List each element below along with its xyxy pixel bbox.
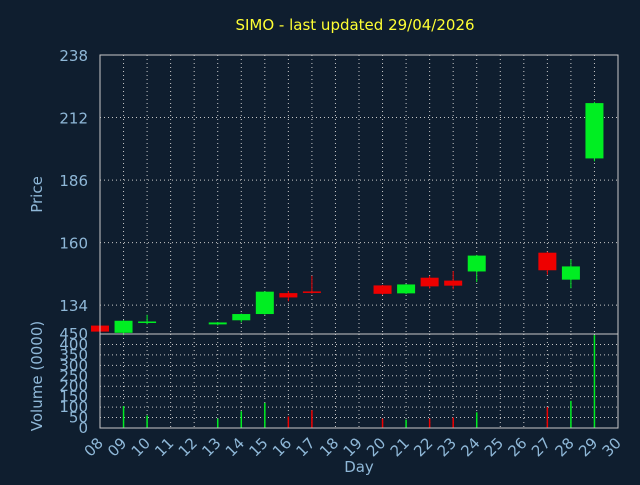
price-axis-label: Price: [28, 176, 46, 213]
day-tick-label: 23: [434, 434, 460, 460]
candle-body: [279, 293, 298, 298]
price-grid: [99, 54, 619, 334]
candle-body: [208, 322, 227, 325]
volume-tick-label: 0: [78, 419, 88, 437]
volume-bar: [452, 417, 454, 428]
day-tick-label: 26: [504, 434, 530, 460]
day-tick-label: 17: [293, 434, 319, 460]
volume-tick-label: 400: [59, 335, 88, 353]
candle: [467, 254, 486, 283]
candle-body: [397, 284, 416, 294]
day-tick-label: 11: [151, 434, 177, 460]
volume-grid: [99, 333, 619, 429]
day-tick-label: 27: [528, 434, 554, 460]
day-tick-label: 29: [575, 434, 601, 460]
day-tick-label: 25: [481, 434, 507, 460]
candlestick-series: [91, 101, 604, 336]
volume-bar: [146, 415, 148, 428]
price-tick-label: 238: [59, 47, 88, 65]
volume-bar: [570, 400, 572, 428]
day-tick-label: 13: [198, 434, 224, 460]
volume-bar: [240, 411, 243, 428]
day-tick-label: 16: [269, 434, 295, 460]
volume-tick-label: 100: [59, 398, 88, 416]
candle: [420, 275, 439, 289]
day-tick-label: 24: [457, 434, 483, 460]
volume-bar: [475, 412, 478, 428]
day-tick-label: 14: [222, 434, 248, 460]
volume-tick-label: 250: [59, 367, 88, 385]
candle-body: [420, 277, 439, 287]
candle-body: [538, 252, 557, 271]
price-tick-label: 212: [59, 110, 88, 128]
candle: [255, 291, 274, 315]
candle-body: [373, 285, 392, 294]
volume-tick-label: 150: [59, 388, 88, 406]
volume-bar: [287, 416, 290, 428]
price-tick-labels: 134 160 186 212 238: [59, 47, 88, 315]
candle-body: [467, 255, 486, 272]
day-tick-label: 18: [316, 434, 342, 460]
volume-bar: [546, 407, 549, 428]
volume-bar: [428, 418, 431, 428]
day-tick-label: 19: [340, 434, 366, 460]
price-tick-label: 160: [59, 235, 88, 253]
candle-body: [255, 291, 274, 315]
day-tick-label: 08: [81, 434, 107, 460]
volume-series: [122, 335, 596, 428]
candle: [232, 313, 251, 323]
day-tick-label: 22: [410, 434, 436, 460]
candle: [302, 275, 321, 294]
day-tick-label: 28: [552, 434, 578, 460]
day-tick-label: 09: [104, 434, 130, 460]
volume-bar: [122, 406, 125, 428]
day-tick-labels: 0809101112131415161718192021222324252627…: [81, 434, 625, 460]
volume-bar: [216, 418, 219, 428]
volume-bar: [405, 419, 407, 428]
price-panel-frame: [99, 54, 619, 335]
candle: [208, 321, 227, 326]
volume-bar: [381, 418, 384, 428]
candle-body: [561, 266, 580, 280]
volume-bar: [593, 335, 596, 428]
candle: [561, 259, 580, 289]
candle-body: [138, 321, 157, 323]
candle: [444, 270, 463, 290]
candle: [397, 283, 416, 295]
candle-body: [232, 314, 251, 321]
candle: [538, 251, 557, 275]
volume-bar: [311, 410, 313, 428]
candle-body: [585, 103, 604, 159]
day-tick-label: 15: [245, 434, 271, 460]
candle: [114, 320, 133, 336]
day-tick-label: 20: [363, 434, 389, 460]
volume-tick-label: 350: [59, 346, 88, 364]
candle: [138, 314, 157, 325]
day-tick-label: 21: [387, 434, 413, 460]
candle-body: [114, 320, 133, 333]
price-tick-label: 186: [59, 172, 88, 190]
volume-tick-label: 450: [59, 325, 88, 343]
chart-title: SIMO - last updated 29/04/2026: [235, 16, 474, 34]
day-tick-label: 10: [128, 434, 154, 460]
candle-body: [444, 280, 463, 286]
volume-axis-label: Volume (0000): [28, 321, 46, 431]
candle: [279, 291, 298, 302]
volume-tick-label: 50: [69, 409, 88, 427]
volume-bar: [264, 402, 266, 428]
volume-tick-label: 200: [59, 377, 88, 395]
candle-body: [302, 291, 321, 293]
day-tick-label: 12: [175, 434, 201, 460]
day-axis-label: Day: [344, 458, 374, 476]
day-tick-label: 30: [599, 434, 625, 460]
volume-panel-frame: [99, 333, 619, 429]
price-tick-label: 134: [59, 297, 88, 315]
candle: [585, 101, 604, 162]
volume-tick-label: 300: [59, 356, 88, 374]
candle: [373, 284, 392, 295]
